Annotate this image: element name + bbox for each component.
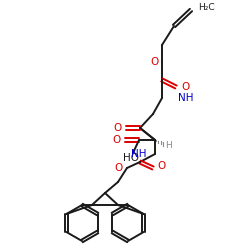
Text: H₂C: H₂C xyxy=(198,4,214,13)
Text: NH: NH xyxy=(130,149,146,159)
Text: O: O xyxy=(114,123,122,133)
Text: O: O xyxy=(113,135,121,145)
Text: O: O xyxy=(157,161,165,171)
Text: O: O xyxy=(151,57,159,67)
Text: HO: HO xyxy=(123,153,139,163)
Text: O: O xyxy=(181,82,189,92)
Text: NH: NH xyxy=(178,93,194,103)
Text: H: H xyxy=(164,142,172,150)
Text: O: O xyxy=(115,163,123,173)
